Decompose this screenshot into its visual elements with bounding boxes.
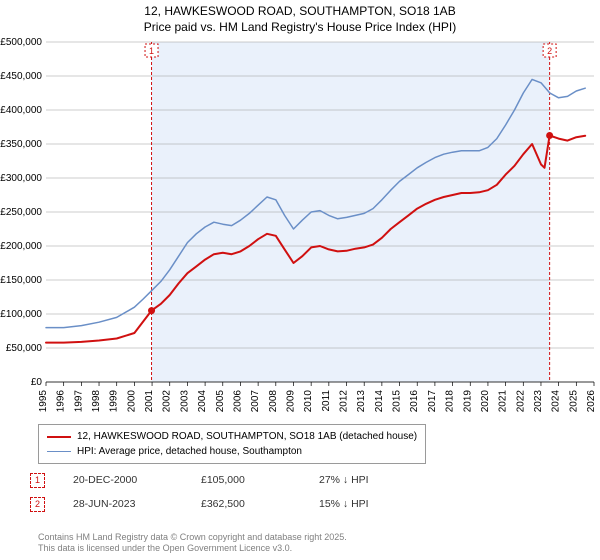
sale-date: 20-DEC-2000 bbox=[73, 474, 201, 486]
svg-text:2019: 2019 bbox=[462, 390, 473, 413]
svg-text:2013: 2013 bbox=[356, 390, 367, 413]
sale-row: 1 20-DEC-2000 £105,000 27% ↓ HPI bbox=[30, 468, 439, 492]
svg-text:2008: 2008 bbox=[268, 390, 279, 413]
svg-text:2015: 2015 bbox=[392, 390, 403, 413]
svg-text:2014: 2014 bbox=[374, 390, 385, 413]
svg-text:1996: 1996 bbox=[56, 390, 67, 413]
sale-delta: 15% ↓ HPI bbox=[319, 498, 439, 510]
svg-text:2017: 2017 bbox=[427, 390, 438, 413]
svg-text:1999: 1999 bbox=[109, 390, 120, 413]
svg-text:1: 1 bbox=[149, 46, 154, 56]
svg-text:2009: 2009 bbox=[285, 390, 296, 413]
svg-text:2010: 2010 bbox=[303, 390, 314, 413]
svg-text:£0: £0 bbox=[31, 377, 43, 388]
svg-text:2003: 2003 bbox=[179, 390, 190, 413]
sale-delta: 27% ↓ HPI bbox=[319, 474, 439, 486]
svg-text:2018: 2018 bbox=[445, 390, 456, 413]
svg-text:2005: 2005 bbox=[215, 390, 226, 413]
footnote-line-2: This data is licensed under the Open Gov… bbox=[38, 543, 347, 554]
legend-swatch-price bbox=[47, 436, 71, 438]
svg-text:2: 2 bbox=[547, 46, 552, 56]
svg-text:2011: 2011 bbox=[321, 390, 332, 412]
legend-item: 12, HAWKESWOOD ROAD, SOUTHAMPTON, SO18 1… bbox=[47, 429, 417, 444]
svg-text:£500,000: £500,000 bbox=[0, 37, 42, 48]
svg-text:2001: 2001 bbox=[144, 390, 155, 413]
legend-label: 12, HAWKESWOOD ROAD, SOUTHAMPTON, SO18 1… bbox=[77, 429, 417, 444]
chart-title: 12, HAWKESWOOD ROAD, SOUTHAMPTON, SO18 1… bbox=[0, 0, 600, 35]
legend-item: HPI: Average price, detached house, Sout… bbox=[47, 444, 417, 459]
svg-text:2007: 2007 bbox=[250, 390, 261, 413]
legend-label: HPI: Average price, detached house, Sout… bbox=[77, 444, 302, 459]
footnote-line-1: Contains HM Land Registry data © Crown c… bbox=[38, 532, 347, 543]
legend-swatch-hpi bbox=[47, 451, 71, 452]
svg-text:1995: 1995 bbox=[38, 390, 49, 413]
sale-marker-icon: 1 bbox=[30, 473, 45, 488]
sale-price: £105,000 bbox=[201, 474, 319, 486]
chart-svg: £0 £50,000 £100,000 £150,000 £200,000 £250,00… bbox=[0, 36, 600, 418]
svg-text:£200,000: £200,000 bbox=[0, 241, 42, 252]
svg-text:2006: 2006 bbox=[232, 390, 243, 413]
svg-text:£100,000: £100,000 bbox=[0, 309, 42, 320]
sale-marker-icon: 2 bbox=[30, 497, 45, 512]
svg-text:2016: 2016 bbox=[409, 390, 420, 413]
svg-text:2023: 2023 bbox=[533, 390, 544, 413]
sale-date: 28-JUN-2023 bbox=[73, 498, 201, 510]
svg-text:2004: 2004 bbox=[197, 390, 208, 413]
sale-price: £362,500 bbox=[201, 498, 319, 510]
svg-text:£250,000: £250,000 bbox=[0, 207, 42, 218]
legend: 12, HAWKESWOOD ROAD, SOUTHAMPTON, SO18 1… bbox=[38, 424, 426, 464]
svg-text:2026: 2026 bbox=[586, 390, 597, 413]
svg-text:£300,000: £300,000 bbox=[0, 173, 42, 184]
svg-text:£350,000: £350,000 bbox=[0, 139, 42, 150]
svg-text:2024: 2024 bbox=[551, 390, 562, 413]
svg-text:£150,000: £150,000 bbox=[0, 275, 42, 286]
svg-text:£450,000: £450,000 bbox=[0, 71, 42, 82]
svg-text:£400,000: £400,000 bbox=[0, 105, 42, 116]
svg-text:2021: 2021 bbox=[498, 390, 509, 413]
svg-text:1997: 1997 bbox=[73, 390, 84, 413]
footnote: Contains HM Land Registry data © Crown c… bbox=[38, 532, 347, 555]
title-line-1: 12, HAWKESWOOD ROAD, SOUTHAMPTON, SO18 1… bbox=[0, 4, 600, 20]
chart-area: £0 £50,000 £100,000 £150,000 £200,000 £250,00… bbox=[0, 36, 600, 418]
svg-text:£50,000: £50,000 bbox=[6, 343, 43, 354]
svg-text:1998: 1998 bbox=[91, 390, 102, 413]
svg-text:2025: 2025 bbox=[568, 390, 579, 413]
svg-text:2002: 2002 bbox=[162, 390, 173, 413]
sale-row: 2 28-JUN-2023 £362,500 15% ↓ HPI bbox=[30, 492, 439, 516]
svg-text:2000: 2000 bbox=[126, 390, 137, 413]
sale-records: 1 20-DEC-2000 £105,000 27% ↓ HPI 2 28-JU… bbox=[30, 468, 439, 516]
svg-text:2020: 2020 bbox=[480, 390, 491, 413]
title-line-2: Price paid vs. HM Land Registry's House … bbox=[0, 20, 600, 36]
svg-text:2022: 2022 bbox=[515, 390, 526, 413]
svg-text:2012: 2012 bbox=[339, 390, 350, 413]
